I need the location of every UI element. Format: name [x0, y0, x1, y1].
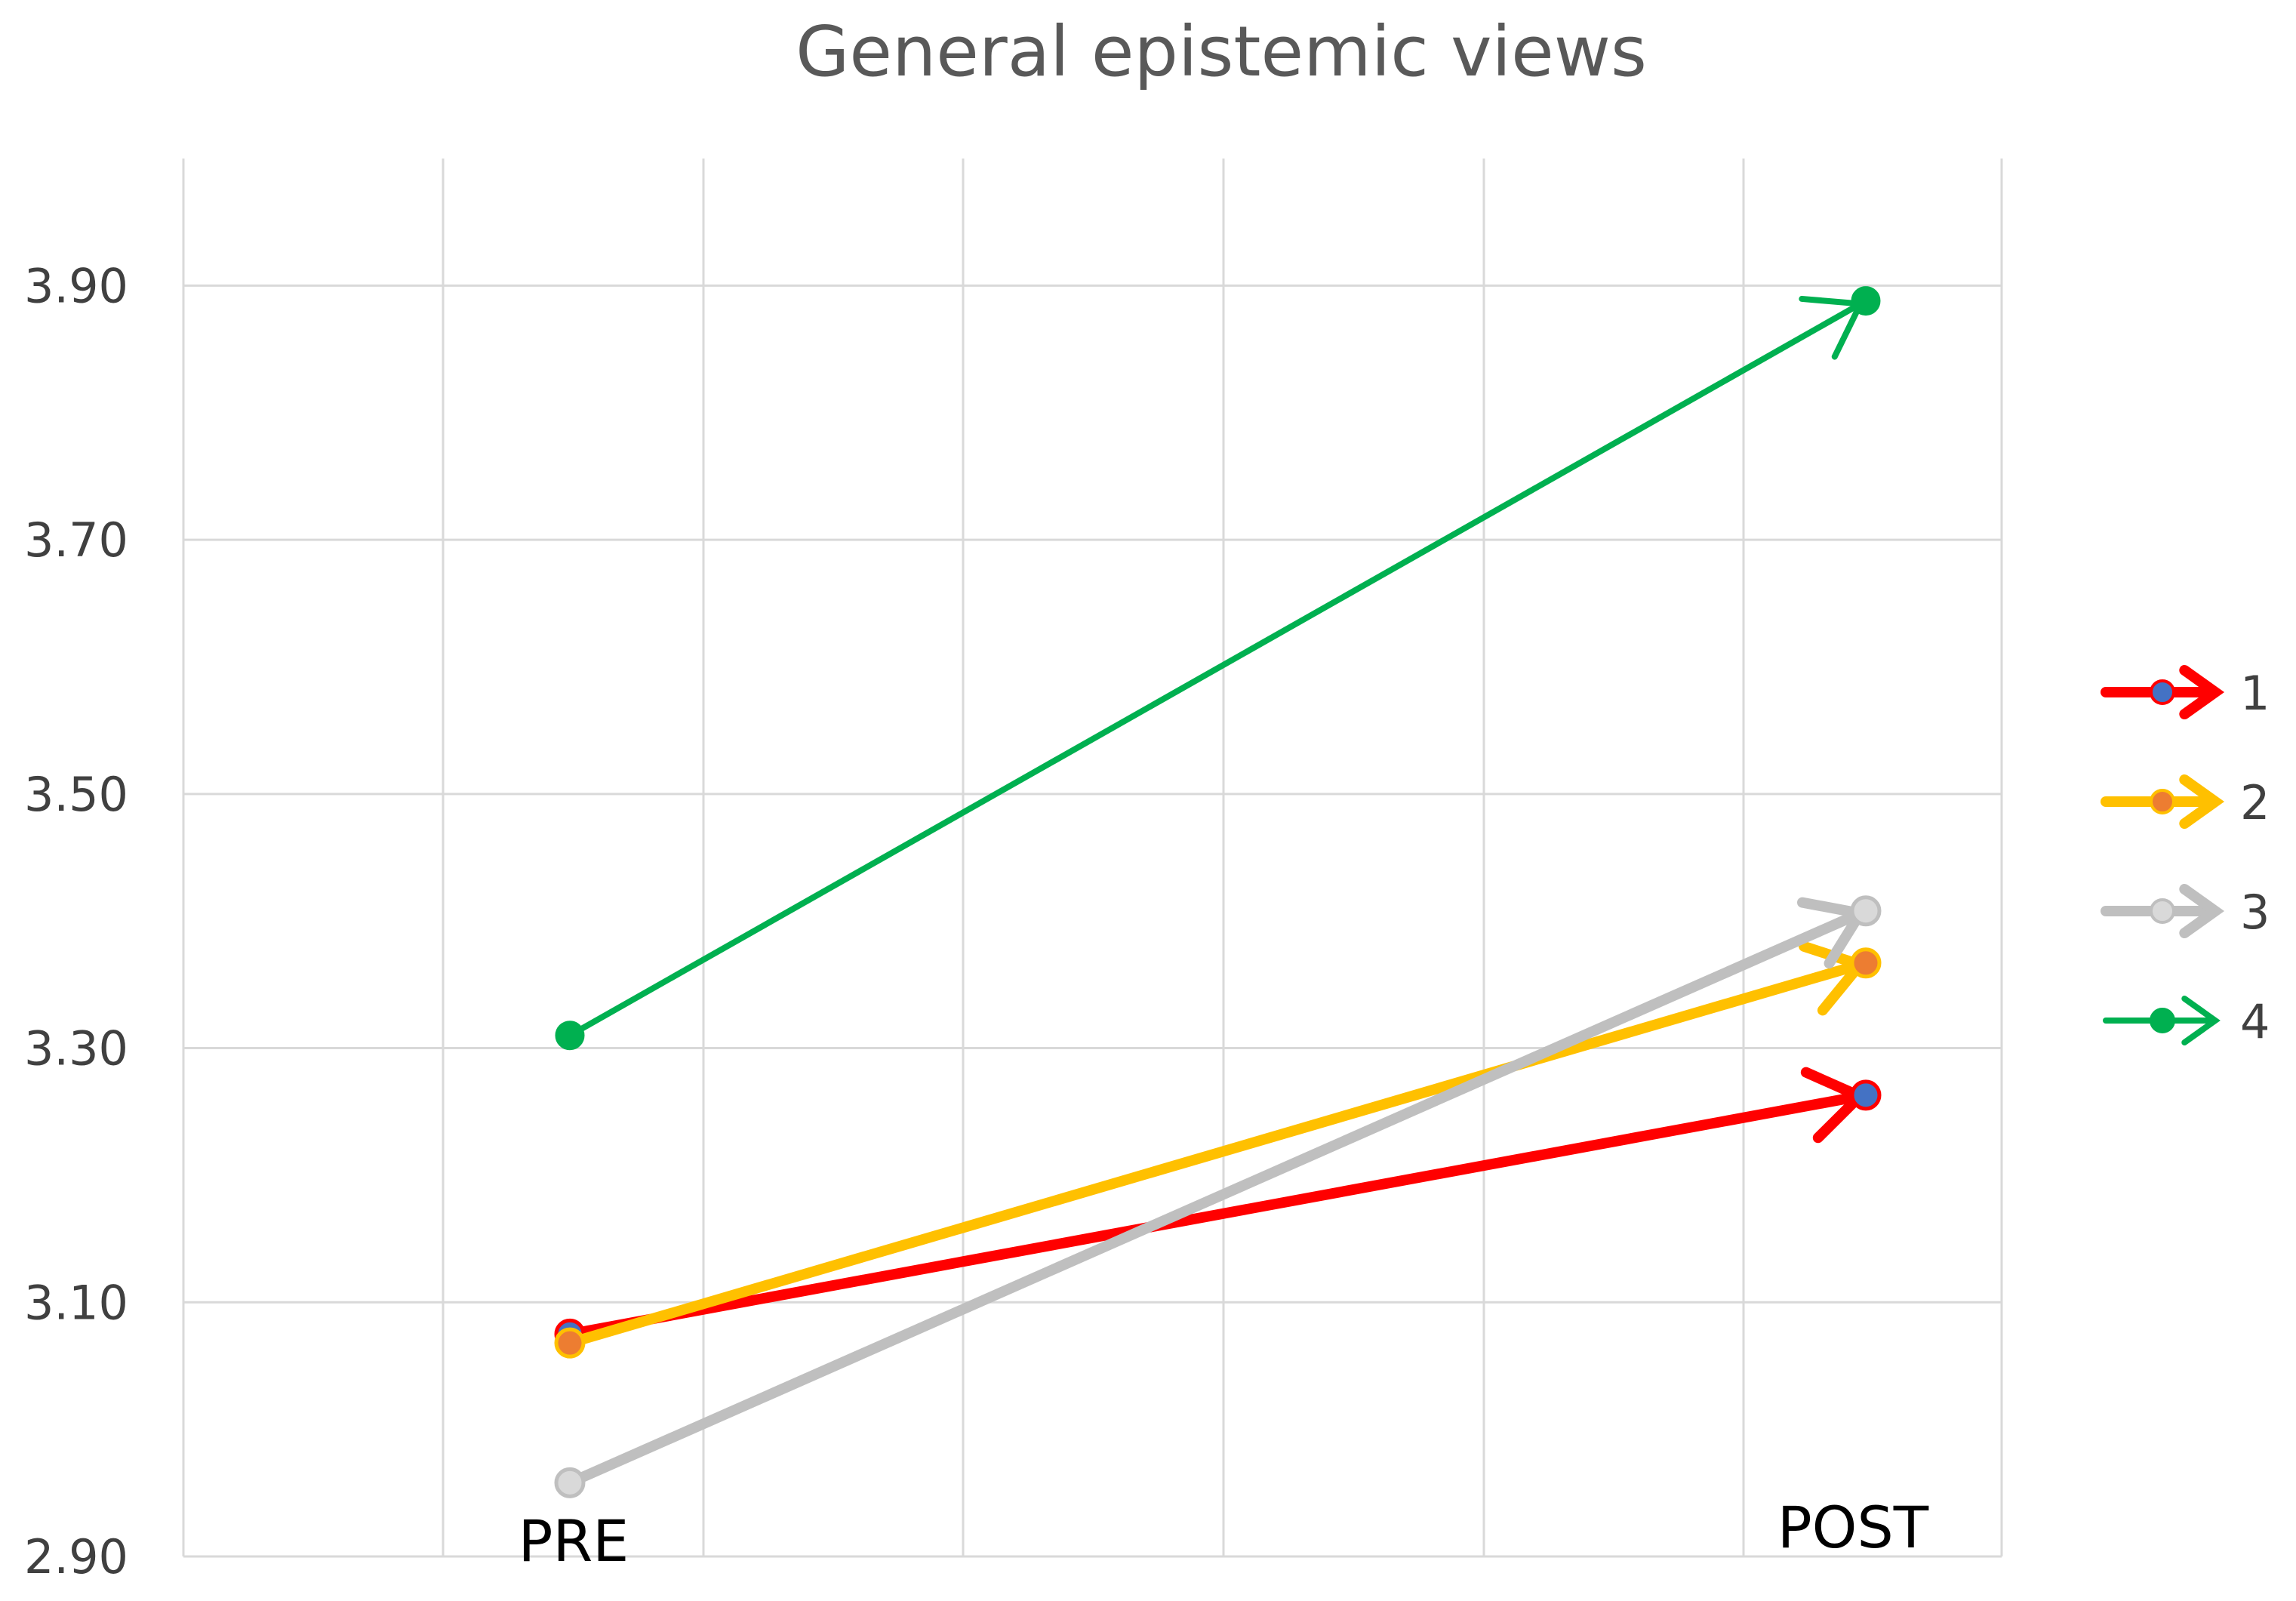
data-point-pre [554, 1327, 586, 1359]
y-tick-label: 2.90 [24, 1529, 128, 1584]
series-line [567, 300, 1864, 1039]
data-point-post [1851, 286, 1881, 316]
y-axis: 2.90 3.10 3.30 3.50 3.70 3.90 [24, 258, 128, 1584]
series-4 [555, 286, 1881, 1051]
x-tick-label: PRE [519, 1507, 629, 1575]
y-tick-label: 3.90 [24, 258, 128, 313]
legend-marker [2150, 898, 2175, 924]
legend-item-1: 1 [2101, 664, 2270, 721]
legend-item-3: 3 [2101, 883, 2270, 940]
legend-arrowhead [2179, 774, 2225, 830]
y-tick-label: 3.10 [24, 1275, 128, 1330]
legend-label: 2 [2240, 775, 2270, 830]
y-tick-label: 3.30 [24, 1021, 128, 1076]
data-point-pre [554, 1467, 586, 1498]
legend-item-2: 2 [2101, 774, 2270, 830]
series-line [565, 907, 1866, 1489]
legend-arrowhead [2179, 883, 2225, 939]
legend-marker [2150, 679, 2175, 705]
series-line [565, 959, 1866, 1349]
legend: 1 2 3 4 [2101, 664, 2270, 1049]
series-1 [554, 1067, 1882, 1350]
x-tick-label: POST [1777, 1494, 1929, 1561]
series-line [565, 1091, 1866, 1340]
legend-arrowhead [2181, 995, 2221, 1046]
series-layer [554, 286, 1882, 1498]
legend-marker [2150, 789, 2175, 814]
legend-arrowhead [2179, 664, 2225, 720]
legend-item-4: 4 [2103, 994, 2270, 1049]
series-2 [554, 941, 1882, 1359]
y-tick-label: 3.70 [24, 513, 128, 568]
legend-marker [2150, 1008, 2175, 1033]
grid [182, 159, 2003, 1558]
legend-label: 3 [2240, 885, 2270, 940]
legend-label: 1 [2240, 666, 2270, 721]
x-axis: PRE POST [519, 1494, 1929, 1575]
y-tick-label: 3.50 [24, 767, 128, 822]
data-point-post [1850, 1079, 1882, 1111]
series-3 [554, 895, 1882, 1498]
data-point-pre [555, 1021, 585, 1051]
data-point-post [1850, 895, 1882, 927]
chart-title: General epistemic views [796, 11, 1647, 92]
data-point-post [1850, 947, 1882, 979]
legend-label: 4 [2240, 994, 2270, 1049]
